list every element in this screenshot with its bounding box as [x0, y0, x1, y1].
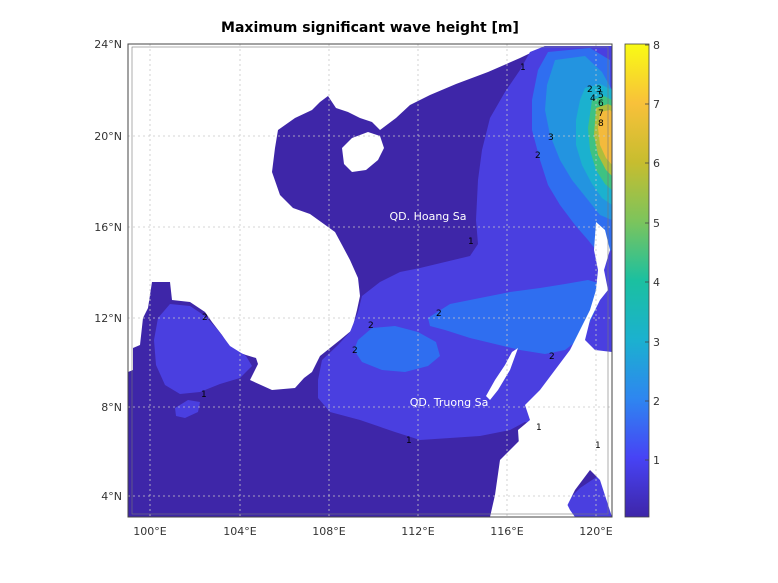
lon-tick: 116°E: [490, 525, 523, 538]
contour-label: 3: [548, 133, 554, 143]
colorbar-tick-label: 3: [653, 336, 660, 349]
lat-tick: 12°N: [94, 312, 122, 325]
sea-level-2-3: [428, 280, 602, 354]
lat-tick: 24°N: [94, 38, 122, 51]
lat-tick: 4°N: [101, 490, 122, 503]
contour-label: 2: [352, 346, 358, 356]
land-palawan: [486, 348, 518, 400]
land-borneo: [490, 440, 575, 517]
lon-tick: 104°E: [223, 525, 256, 538]
contour-label: 1: [468, 237, 474, 247]
colorbar-tick-label: 6: [653, 157, 660, 170]
colorbar-tick-label: 1: [653, 454, 660, 467]
contour-label: 1: [201, 390, 207, 400]
lon-tick: 120°E: [579, 525, 612, 538]
sea-level-1-2-gulf: [154, 304, 252, 394]
contour-label: 2: [368, 321, 374, 331]
contour-label: 2: [549, 352, 555, 362]
colorbar-tick-label: 2: [653, 395, 660, 408]
map-inner-frame: [131, 46, 609, 515]
contour-label: 7: [598, 109, 604, 119]
place-label-truong-sa: QD. Truong Sa: [410, 396, 489, 409]
lon-tick: 108°E: [312, 525, 345, 538]
lon-tick: 100°E: [133, 525, 166, 538]
land-hainan: [342, 132, 384, 172]
map-frame: [127, 43, 613, 518]
lat-tick: 16°N: [94, 221, 122, 234]
colorbar-tick-label: 5: [653, 217, 660, 230]
colorbar-tick-label: 7: [653, 98, 660, 111]
wave-height-field: [128, 46, 612, 517]
contour-label: 1: [406, 436, 412, 446]
sea-level-1-2-small: [175, 400, 200, 418]
place-label-hoang-sa: QD. Hoang Sa: [389, 210, 466, 223]
contour-label: 8: [598, 119, 604, 129]
contour-label: 4: [590, 94, 596, 104]
sea-level-2-3-west: [354, 326, 440, 372]
land-luzon: [518, 222, 612, 517]
contour-label: 2: [587, 85, 593, 95]
contour-label: 1: [536, 423, 542, 433]
colorbar: [624, 43, 650, 518]
contour-label: 2: [535, 151, 541, 161]
sea-level-7-8: [598, 110, 612, 165]
colorbar-ticks: [645, 44, 649, 461]
contour-label: 1: [520, 63, 526, 73]
colorbar-tick-label: 8: [653, 39, 660, 52]
lon-tick: 112°E: [401, 525, 434, 538]
contour-label: 3: [596, 85, 602, 95]
contour-label: 2: [436, 309, 442, 319]
graticule: [128, 44, 612, 517]
contour-label: 1: [595, 441, 601, 451]
lat-tick: 20°N: [94, 130, 122, 143]
contour-label: 6: [598, 99, 604, 109]
colorbar-tick-label: 4: [653, 276, 660, 289]
contour-label: 5: [598, 91, 604, 101]
map-title: Maximum significant wave height [m]: [221, 20, 519, 36]
contour-label: 2: [202, 313, 208, 323]
lat-tick: 8°N: [101, 401, 122, 414]
